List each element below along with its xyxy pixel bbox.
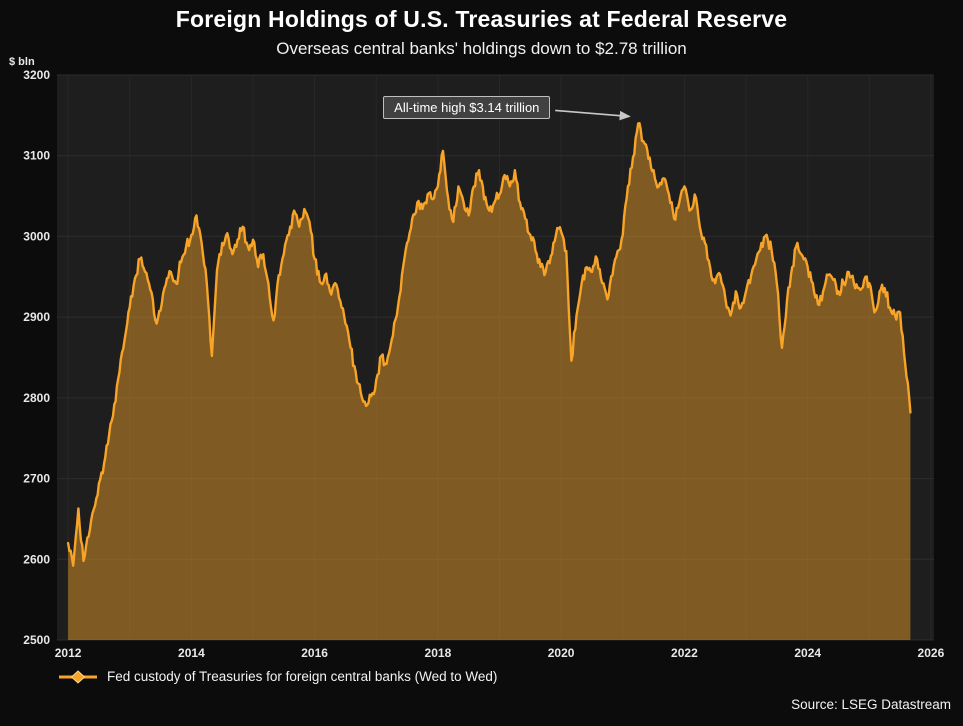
- plot-background: [57, 75, 934, 640]
- x-tick-label: 2020: [548, 646, 575, 660]
- x-tick-label: 2026: [918, 646, 945, 660]
- chart-subtitle: Overseas central banks' holdings down to…: [276, 39, 687, 58]
- annotation-text: All-time high $3.14 trillion: [394, 99, 540, 115]
- y-tick-label: 2600: [23, 552, 50, 566]
- x-tick-label: 2012: [55, 646, 82, 660]
- legend: Fed custody of Treasuries for foreign ce…: [58, 669, 497, 684]
- y-tick-label: 2800: [23, 391, 50, 405]
- legend-line-swatch: [59, 669, 97, 684]
- y-tick-label: 2900: [23, 310, 50, 324]
- y-tick-label: 3000: [23, 229, 50, 243]
- y-axis-unit-label: $ bln: [9, 56, 35, 68]
- source-attribution: Source: LSEG Datastream: [791, 697, 951, 712]
- y-tick-label: 2700: [23, 472, 50, 486]
- y-tick-label: 3200: [23, 68, 50, 82]
- x-tick-label: 2022: [671, 646, 698, 660]
- annotation-box: All-time high $3.14 trillion: [383, 95, 551, 119]
- x-tick-label: 2014: [178, 646, 205, 660]
- annotation-arrow: [555, 109, 631, 121]
- x-tick-label: 2016: [301, 646, 328, 660]
- chart-title: Foreign Holdings of U.S. Treasuries at F…: [175, 6, 788, 32]
- series-area-fill: [68, 123, 911, 640]
- x-tick-label: 2018: [425, 646, 452, 660]
- series-line: [66, 122, 912, 567]
- legend-diamond-marker: [70, 669, 86, 684]
- x-tick-label: 2024: [794, 646, 821, 660]
- y-tick-label: 2500: [23, 633, 50, 647]
- legend-label: Fed custody of Treasuries for foreign ce…: [107, 669, 498, 684]
- y-tick-label: 3100: [23, 149, 50, 163]
